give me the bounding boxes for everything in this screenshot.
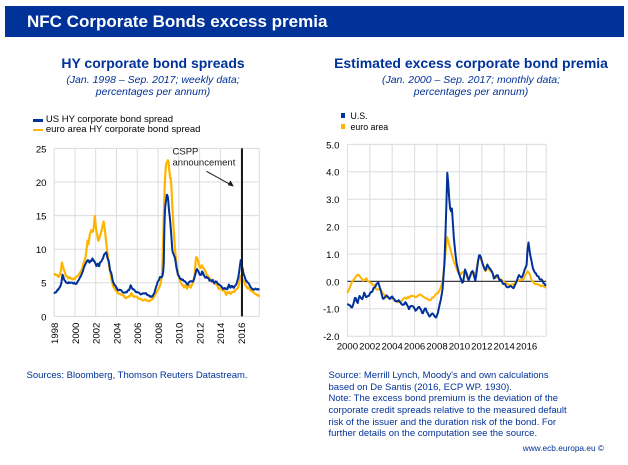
svg-text:2012: 2012	[195, 323, 206, 344]
svg-text:2012: 2012	[471, 342, 492, 353]
svg-text:5.0: 5.0	[326, 140, 339, 151]
svg-text:2014: 2014	[494, 342, 516, 353]
svg-text:4.0: 4.0	[326, 168, 339, 179]
svg-text:2010: 2010	[175, 323, 186, 344]
svg-text:0.0: 0.0	[326, 277, 339, 288]
svg-text:0: 0	[41, 312, 46, 323]
svg-text:2004: 2004	[382, 342, 404, 353]
svg-text:CSPP: CSPP	[173, 146, 199, 157]
svg-text:2004: 2004	[112, 322, 123, 344]
svg-text:2008: 2008	[426, 342, 447, 353]
svg-text:3.0: 3.0	[326, 195, 339, 206]
svg-text:2016: 2016	[237, 323, 248, 344]
svg-text:2000: 2000	[71, 323, 82, 344]
svg-text:20: 20	[36, 178, 47, 189]
svg-text:2006: 2006	[404, 342, 425, 353]
svg-text:2.0: 2.0	[326, 223, 339, 234]
svg-text:2016: 2016	[516, 342, 537, 353]
svg-text:10: 10	[36, 245, 47, 256]
svg-text:2000: 2000	[337, 342, 358, 353]
svg-text:2014: 2014	[216, 322, 227, 344]
svg-text:2002: 2002	[359, 342, 380, 353]
svg-text:2006: 2006	[133, 323, 144, 344]
svg-text:2010: 2010	[449, 342, 470, 353]
svg-text:-2.0: -2.0	[323, 332, 340, 343]
svg-text:announcement: announcement	[173, 157, 236, 168]
svg-text:2008: 2008	[154, 323, 165, 344]
svg-text:1998: 1998	[50, 323, 61, 344]
svg-text:2002: 2002	[92, 323, 103, 344]
svg-text:15: 15	[36, 212, 47, 223]
svg-text:1.0: 1.0	[326, 250, 339, 261]
svg-text:-1.0: -1.0	[323, 305, 340, 316]
svg-text:5: 5	[41, 279, 46, 290]
svg-text:25: 25	[36, 144, 47, 155]
